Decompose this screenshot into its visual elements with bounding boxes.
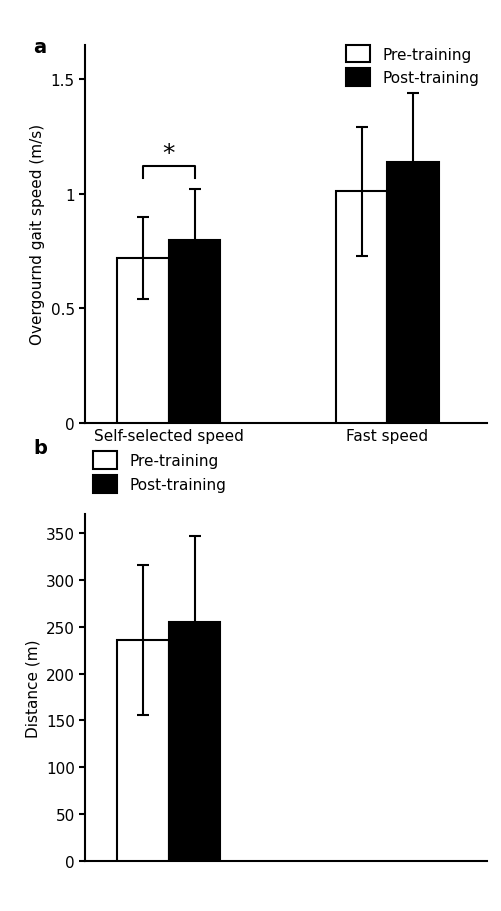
Text: b: b xyxy=(33,438,47,457)
Y-axis label: Overgournd gait speed (m/s): Overgournd gait speed (m/s) xyxy=(30,124,45,345)
Y-axis label: Distance (m): Distance (m) xyxy=(26,639,40,737)
Bar xyxy=(117,640,168,861)
Text: a: a xyxy=(33,38,46,57)
Text: *: * xyxy=(162,142,175,166)
Bar xyxy=(168,241,220,424)
Bar xyxy=(387,162,438,424)
Legend: Pre-training, Post-training: Pre-training, Post-training xyxy=(345,46,478,87)
Bar xyxy=(335,192,387,424)
Bar xyxy=(117,259,168,424)
Bar xyxy=(168,622,220,861)
Legend: Pre-training, Post-training: Pre-training, Post-training xyxy=(93,452,226,493)
